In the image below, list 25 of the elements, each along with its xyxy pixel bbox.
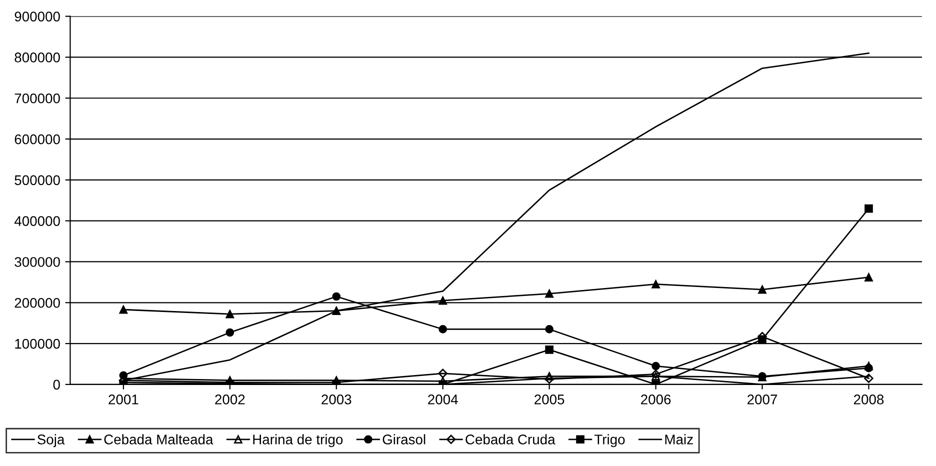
y-tick-label: 600000 xyxy=(14,134,60,144)
legend-label: Cebada Cruda xyxy=(466,434,556,444)
x-tick-label: 2006 xyxy=(641,394,671,404)
y-tick-label: 900000 xyxy=(14,12,60,22)
x-tick-label: 2008 xyxy=(854,394,884,404)
x-tick-label: 2002 xyxy=(215,394,245,404)
y-tick-label: 400000 xyxy=(14,216,60,226)
y-tick-label: 500000 xyxy=(14,175,60,186)
y-tick-label: 700000 xyxy=(14,93,60,104)
x-tick-label: 2005 xyxy=(534,394,564,404)
y-tick-label: 100000 xyxy=(15,338,60,349)
x-tick-label: 2003 xyxy=(322,394,352,404)
x-tick-label: 2004 xyxy=(428,394,458,404)
legend-label: Harina de trigo xyxy=(253,434,343,448)
y-tick-label: 0 xyxy=(53,380,60,390)
x-tick-label: 2001 xyxy=(108,394,138,404)
y-tick-label: 200000 xyxy=(14,298,60,308)
legend-label: Trigo xyxy=(594,434,625,448)
legend-label: Maiz xyxy=(665,434,693,444)
x-tick-label: 2007 xyxy=(748,394,778,404)
y-tick-label: 300000 xyxy=(14,257,60,267)
legend-label: Soja xyxy=(38,434,65,448)
legend-label: Cebada Malteada xyxy=(104,434,214,444)
y-tick-label: 800000 xyxy=(14,52,60,62)
legend-label: Girasol xyxy=(382,434,426,444)
